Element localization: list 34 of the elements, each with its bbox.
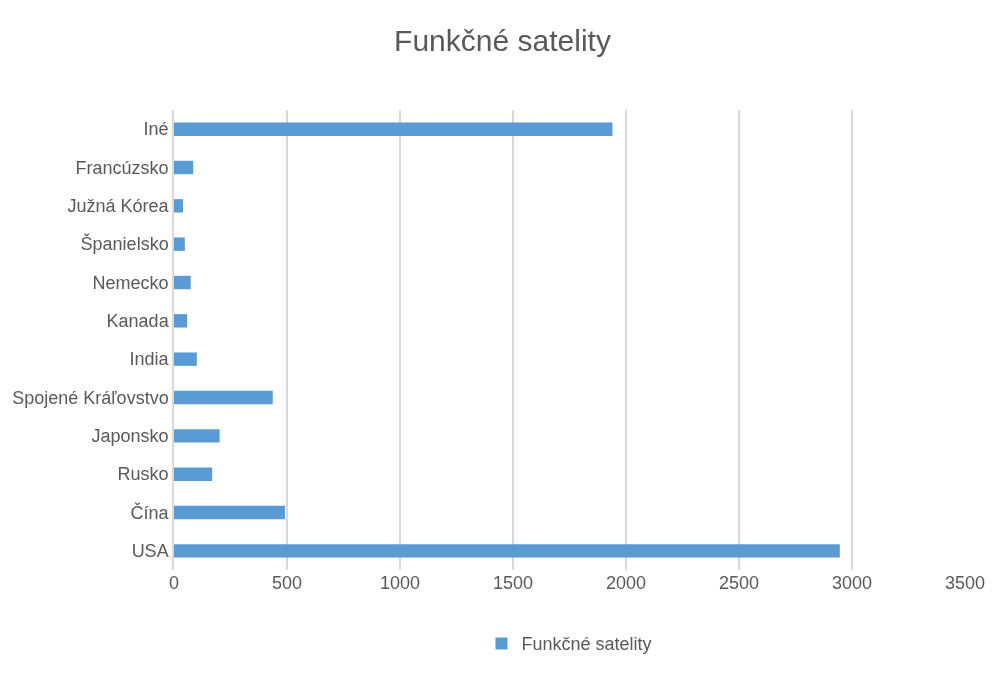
y-tick-label: India [129, 349, 170, 370]
y-tick-label: Nemecko [92, 272, 169, 293]
bar [174, 390, 273, 405]
x-tick-label: 2500 [718, 573, 760, 593]
y-tick-label: Južná Kórea [67, 196, 170, 217]
bar [174, 122, 613, 136]
x-tick-label: 1000 [379, 573, 421, 593]
x-tick-label: 0 [168, 573, 180, 593]
bar [174, 237, 185, 251]
x-tick-label: 2000 [605, 573, 647, 593]
bar [174, 544, 840, 558]
bar [174, 160, 194, 175]
bar [174, 505, 285, 520]
bar [174, 199, 184, 213]
x-tick-label: 3000 [831, 573, 873, 593]
legend-label: Funkčné satelity [521, 634, 652, 655]
bar [174, 429, 220, 443]
x-tick-label: 3500 [944, 573, 986, 593]
y-tick-label: Kanada [106, 311, 170, 332]
bar [174, 467, 213, 481]
y-tick-label: Spojené Kráľovstvo [12, 387, 169, 408]
bar [174, 314, 188, 328]
x-tick-label: 1500 [492, 573, 534, 593]
y-tick-label: Rusko [117, 464, 169, 485]
y-tick-label: Iné [143, 119, 169, 140]
y-tick-label: Japonsko [91, 426, 169, 447]
y-tick-label: Francúzsko [75, 157, 169, 178]
y-tick-label: Španielsko [80, 233, 169, 255]
y-tick-label: Čína [130, 501, 170, 523]
y-tick-label: USA [131, 541, 169, 562]
x-tick-label: 500 [271, 573, 303, 593]
bar [174, 352, 197, 366]
bar [174, 275, 191, 290]
chart-title: Funkčné satelity [394, 24, 611, 58]
